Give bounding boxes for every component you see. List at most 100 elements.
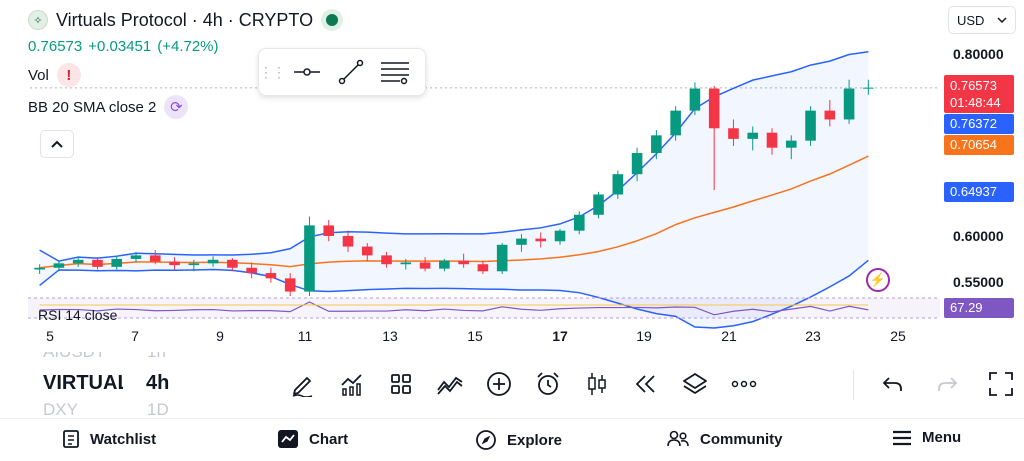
candle-body: [516, 238, 527, 245]
bb-label: BB 20 SMA close 2: [28, 98, 157, 116]
more-icon[interactable]: [719, 366, 768, 402]
bb-basis-tag: 0.70654: [944, 135, 1014, 155]
candle-body: [477, 264, 489, 272]
current-symbol[interactable]: VIRTUAL: [43, 372, 123, 394]
candle-body: [554, 230, 566, 242]
currency-select[interactable]: USD: [948, 6, 1016, 34]
candle-body: [496, 244, 508, 272]
compare-icon[interactable]: [425, 366, 474, 402]
candle-body: [612, 174, 624, 195]
nav-chart[interactable]: Chart: [277, 429, 348, 449]
indicators-icon[interactable]: [327, 366, 376, 402]
market-status-icon[interactable]: [321, 9, 344, 31]
candle-body: [651, 135, 662, 153]
drag-handle-icon[interactable]: ⋮⋮: [259, 63, 286, 80]
nav-watchlist-label: Watchlist: [90, 430, 157, 448]
candle-type-icon[interactable]: [572, 366, 621, 402]
fullscreen-icon[interactable]: [974, 366, 1024, 402]
layout-grid-icon[interactable]: [376, 366, 425, 402]
current-interval[interactable]: 4h: [146, 372, 170, 394]
candle-body: [34, 267, 45, 270]
next-interval[interactable]: 1D: [147, 400, 169, 416]
price-change-pct: (+4.72%): [157, 38, 219, 55]
candle-body: [188, 263, 200, 266]
candle-body: [92, 259, 103, 267]
candle-body: [593, 194, 604, 215]
legend-bb[interactable]: BB 20 SMA close 2 ⟳: [28, 95, 343, 119]
nav-menu-label: Menu: [922, 429, 962, 446]
symbol-logo-icon: ✧: [28, 10, 48, 30]
candle-body: [323, 225, 335, 236]
candle-body: [766, 132, 778, 148]
nav-menu[interactable]: Menu: [892, 429, 961, 446]
undo-icon[interactable]: [866, 366, 920, 402]
time-axis: 5 7 9 11 13 15 17 19 21 23 25: [0, 326, 940, 348]
time-tick: 13: [382, 328, 398, 344]
candle-body: [149, 255, 161, 262]
horizontal-line-tool-icon[interactable]: [285, 50, 329, 94]
next-symbol[interactable]: DXY: [43, 400, 78, 416]
candle-body: [304, 225, 315, 292]
bb-lower-line: [39, 259, 869, 329]
candle-body: [863, 87, 874, 89]
time-tick: 23: [805, 328, 821, 344]
rsi-value-tag: 67.29: [944, 298, 1014, 318]
candle-body: [72, 259, 84, 264]
prev-interval[interactable]: 1h: [147, 352, 166, 362]
price-axis-tick: 0.60000: [953, 228, 1004, 244]
time-tick: 5: [46, 328, 54, 344]
candle-body: [342, 235, 354, 247]
candle-body: [708, 88, 720, 129]
toolbar-divider: [853, 370, 854, 400]
time-tick: 9: [216, 328, 224, 344]
last-price-tag: 0.76573 01:48:44: [944, 75, 1014, 113]
add-icon[interactable]: [474, 366, 523, 402]
redo-icon[interactable]: [920, 366, 974, 402]
candle-body: [747, 132, 759, 139]
nav-explore-label: Explore: [507, 431, 563, 449]
trend-line-tool-icon[interactable]: [329, 50, 373, 94]
candle-body: [670, 110, 681, 136]
lightning-icon[interactable]: ⚡: [866, 268, 890, 292]
candle-body: [419, 262, 431, 269]
bb-upper-tag: 0.76372: [944, 114, 1014, 134]
rsi-band: [28, 298, 940, 318]
collapse-legend-button[interactable]: [40, 130, 74, 158]
warning-icon[interactable]: !: [56, 63, 81, 87]
menu-icon: [893, 430, 911, 445]
candle-body: [631, 152, 643, 175]
time-tick: 11: [297, 328, 313, 344]
drawing-floating-toolbar[interactable]: ⋮⋮: [258, 48, 426, 96]
nav-community[interactable]: Community: [666, 429, 783, 449]
candle-body: [53, 263, 65, 268]
candle-body: [439, 260, 450, 269]
replay-icon[interactable]: [621, 366, 670, 402]
pencil-icon[interactable]: [278, 366, 327, 402]
lines-settings-tool-icon[interactable]: [373, 50, 417, 94]
candle-body: [227, 259, 238, 268]
compass-icon: [476, 430, 496, 450]
layers-icon[interactable]: [670, 366, 719, 402]
nav-watchlist[interactable]: Watchlist: [62, 429, 156, 449]
candle-body: [535, 238, 547, 242]
candle-body: [573, 214, 585, 231]
sync-icon[interactable]: ⟳: [164, 95, 189, 119]
price-chart[interactable]: [0, 0, 1024, 350]
chart-area[interactable]: ✧ Virtuals Protocol · 4h · CRYPTO 0.7657…: [0, 0, 1024, 350]
candle-body: [265, 273, 277, 279]
chevron-down-icon: [997, 16, 1007, 23]
candle-body: [207, 259, 219, 264]
alarm-clock-icon[interactable]: [523, 366, 572, 402]
prev-symbol[interactable]: AIUSDT: [43, 352, 105, 362]
chart-tools: [278, 366, 768, 402]
candle-body: [400, 262, 412, 265]
rsi-label[interactable]: RSI 14 close: [38, 307, 118, 323]
candle-body: [169, 261, 180, 266]
symbol-picker[interactable]: AIUSDT 1h VIRTUAL 4h DXY 1D: [43, 352, 193, 416]
candle-body: [843, 88, 855, 120]
time-tick: 19: [636, 328, 652, 344]
chart-title[interactable]: Virtuals Protocol · 4h · CRYPTO: [56, 9, 314, 30]
legend-vol[interactable]: Vol !: [28, 63, 343, 87]
candle-body: [824, 110, 836, 120]
nav-explore[interactable]: Explore: [475, 429, 562, 451]
